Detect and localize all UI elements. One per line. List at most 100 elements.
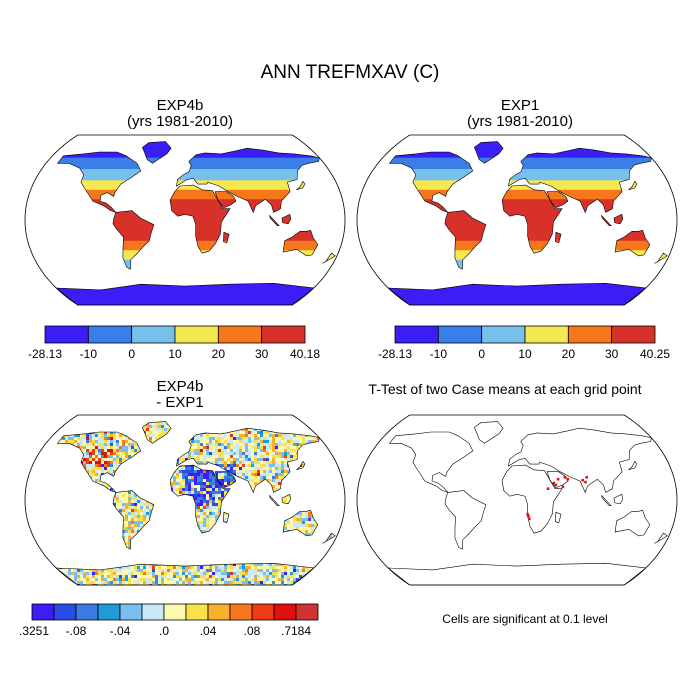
colorbar-exp4b-label-2: 0 (128, 347, 135, 361)
colorbar-exp1-box-4 (567, 325, 613, 344)
coastline-borneo-exp4b (281, 213, 292, 225)
significant-cell-9 (527, 514, 530, 518)
colorbar-diff-box-7 (185, 603, 209, 621)
colorbar-diff-label-2: -.04 (110, 624, 131, 638)
significant-cell-1 (554, 483, 558, 487)
coastline-borneo-diff (281, 493, 292, 505)
colorbar-exp1-label-3: 10 (518, 347, 532, 361)
coastline-japan-ttest (628, 460, 638, 471)
coastline-madagascar-exp4b (223, 231, 230, 244)
coastline-south-america-exp1 (444, 210, 487, 270)
panel-diff-title-line1: EXP4b (156, 378, 204, 395)
colorbar-diff-box-11 (273, 603, 297, 621)
coastline-greenland-exp1 (474, 141, 504, 164)
colorbar-diff-label-0: -.3251 (20, 624, 49, 638)
colorbar-diff-label-1: -.08 (66, 624, 87, 638)
coastline-australia-ttest (614, 510, 651, 537)
coastline-sumatra-ttest (601, 495, 612, 506)
colorbar-exp4b-box-1 (87, 325, 133, 344)
significant-cell-5 (581, 478, 584, 482)
colorbar-exp1-label-4: 20 (562, 347, 576, 361)
colorbar-exp1-box-2 (481, 325, 526, 344)
coastline-japan-exp1 (628, 180, 638, 191)
coastline-borneo-exp1 (613, 213, 624, 225)
coastline-africa-exp1 (501, 184, 563, 254)
significant-cell-8 (526, 512, 529, 516)
colorbar-diff-box-10 (251, 603, 275, 621)
colorbar-exp1-label-5: 30 (605, 347, 619, 361)
coastline-europe-asia-ttest (508, 427, 652, 494)
panel-exp1-title-line1: EXP1 (500, 97, 540, 114)
coastline-north-america-diff (56, 431, 142, 494)
coastline-new-zealand-diff (322, 532, 336, 544)
colorbar-exp4b-box-3 (174, 325, 219, 344)
panel-exp1-title: EXP1 (yrs 1981-2010) (400, 98, 640, 130)
colorbar-exp1-box-5 (611, 325, 656, 344)
panel-diff-title: EXP4b - EXP1 (60, 379, 300, 411)
coastline-madagascar-diff (223, 511, 230, 524)
colorbar-diff-label-6: .7184 (281, 624, 311, 638)
colorbar-exp4b-label-3: 10 (168, 347, 182, 361)
panel-exp4b-title-line2: (yrs 1981-2010) (127, 113, 233, 130)
map-ttest (356, 414, 678, 586)
colorbar-exp4b-box-0 (44, 325, 89, 344)
coastline-madagascar-ttest (555, 511, 562, 524)
coastline-europe-asia-exp1 (508, 147, 652, 214)
coastline-sumatra-exp1 (601, 215, 612, 226)
map-frame-exp1 (356, 134, 678, 306)
coastline-australia-exp1 (614, 230, 651, 257)
panel-exp4b-title-line1: EXP4b (156, 97, 204, 114)
significant-cell-6 (585, 476, 588, 479)
map-frame-exp4b (24, 134, 346, 306)
significant-cell-3 (563, 476, 567, 479)
coastline-new-zealand-exp1 (654, 252, 668, 264)
panel-exp4b-title: EXP4b (yrs 1981-2010) (60, 98, 300, 130)
coastline-new-zealand-ttest (654, 532, 668, 544)
coastline-europe-asia-exp4b (176, 147, 320, 214)
coastline-greenland-diff (142, 421, 172, 444)
colorbar-diff-box-8 (207, 603, 231, 621)
colorbar-exp4b-label-1: -10 (80, 347, 98, 361)
significant-cell-4 (566, 477, 569, 481)
panel-ttest-title: T-Test of two Case means at each grid po… (368, 381, 642, 397)
colorbar-diff-label-5: .08 (244, 624, 261, 638)
coastline-greenland-exp4b (142, 141, 172, 164)
colorbar-exp1-box-0 (394, 325, 439, 344)
panel-exp1-title-line2: (yrs 1981-2010) (467, 113, 573, 130)
figure-title: ANN TREFMXAV (C) (260, 62, 440, 83)
colorbar-exp4b: -28.13 -10 0 10 20 30 40.18 (28, 325, 320, 361)
coastline-madagascar-exp1 (555, 231, 562, 244)
coastline-south-america-ttest (444, 490, 487, 550)
colorbar-exp1-label-2: 0 (478, 347, 485, 361)
colorbar-exp4b-box-4 (217, 325, 263, 344)
coastline-south-america-diff (112, 490, 155, 550)
colorbar-diff: -.3251 -.08 -.04 .0 .04 .08 .7184 (20, 603, 319, 638)
panel-diff-title-line2: - EXP1 (156, 394, 204, 411)
colorbar-diff-box-0 (31, 603, 55, 621)
colorbar-diff-box-6 (163, 603, 187, 621)
coastline-sumatra-diff (269, 495, 280, 506)
coastline-japan-exp4b (296, 180, 306, 191)
coastline-australia-exp4b (282, 230, 319, 257)
colorbar-diff-label-4: .04 (200, 624, 217, 638)
coastline-north-america-exp4b (56, 151, 142, 214)
colorbar-exp4b-label-4: 20 (212, 347, 226, 361)
significance-note: Cells are significant at 0.1 level (442, 612, 608, 626)
significant-cell-10 (528, 517, 531, 521)
colorbar-diff-box-4 (119, 603, 143, 621)
map-frame-ttest (356, 414, 678, 586)
colorbar-exp1-box-3 (524, 325, 569, 344)
significant-cell-2 (556, 477, 560, 481)
coastline-japan-diff (296, 460, 306, 471)
coastline-north-america-exp1 (388, 151, 474, 214)
colorbar-exp1: -28.13 -10 0 10 20 30 40.25 (378, 325, 670, 361)
coastline-europe-asia-diff (176, 427, 320, 494)
coastline-borneo-ttest (613, 493, 624, 505)
map-diff (24, 414, 346, 586)
colorbar-diff-box-5 (141, 603, 165, 621)
colorbar-exp1-label-6: 40.25 (640, 347, 670, 361)
significant-cell-7 (584, 480, 587, 484)
colorbar-exp1-label-1: -10 (430, 347, 448, 361)
colorbar-exp1-box-1 (437, 325, 483, 344)
coastline-new-zealand-exp4b (322, 252, 336, 264)
